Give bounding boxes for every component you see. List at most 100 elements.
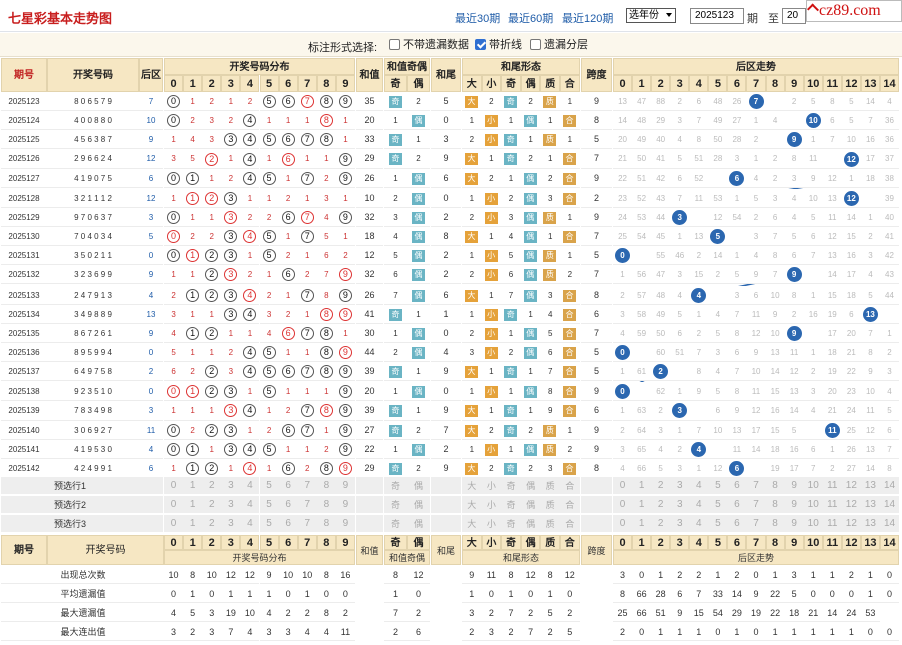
preselect-tail-form[interactable]: 合 bbox=[560, 515, 580, 533]
preselect-back-digit[interactable]: 8 bbox=[765, 477, 785, 495]
preselect-even[interactable]: 偶 bbox=[407, 477, 430, 495]
preselect-back[interactable] bbox=[139, 515, 163, 533]
preselect-back[interactable] bbox=[139, 496, 163, 514]
preselect-digit[interactable]: 0 bbox=[164, 477, 184, 495]
preselect-back-digit[interactable]: 13 bbox=[860, 496, 880, 514]
recent-120-link[interactable]: 最近120期 bbox=[562, 13, 614, 25]
preselect-digit[interactable]: 6 bbox=[278, 477, 298, 495]
preselect-digit[interactable]: 7 bbox=[297, 477, 317, 495]
preselect-digit[interactable]: 9 bbox=[335, 515, 355, 533]
preselect-back-digit[interactable]: 3 bbox=[670, 496, 690, 514]
preselect-even[interactable]: 偶 bbox=[407, 515, 430, 533]
preselect-tail-form[interactable]: 小 bbox=[481, 515, 502, 533]
preselect-back-digit[interactable]: 8 bbox=[765, 496, 785, 514]
preselect-back-digit[interactable]: 10 bbox=[803, 477, 823, 495]
preselect-back-digit[interactable]: 6 bbox=[727, 515, 747, 533]
preselect-digit[interactable]: 3 bbox=[221, 515, 241, 533]
preselect-back-digit[interactable]: 5 bbox=[708, 477, 728, 495]
preselect-tail-form[interactable]: 奇 bbox=[501, 477, 521, 495]
preselect-back-digit[interactable]: 2 bbox=[651, 496, 671, 514]
preselect-digit[interactable]: 4 bbox=[240, 515, 260, 533]
preselect-digit[interactable]: 9 bbox=[335, 477, 355, 495]
preselect-tail-form[interactable]: 大 bbox=[462, 496, 482, 514]
preselect-digit[interactable]: 2 bbox=[202, 515, 222, 533]
preselect-tail-form[interactable]: 奇 bbox=[501, 515, 521, 533]
preselect-back-digit[interactable]: 7 bbox=[746, 477, 766, 495]
year-select[interactable]: 选年份 bbox=[626, 8, 676, 23]
preselect-back-digit[interactable]: 9 bbox=[784, 496, 804, 514]
preselect-digit[interactable]: 4 bbox=[240, 496, 260, 514]
preselect-back-digit[interactable]: 9 bbox=[784, 477, 804, 495]
preselect-back-digit[interactable]: 10 bbox=[803, 496, 823, 514]
preselect-digit[interactable]: 0 bbox=[164, 496, 184, 514]
preselect-digit[interactable]: 6 bbox=[278, 496, 298, 514]
preselect-back-digit[interactable]: 1 bbox=[632, 477, 652, 495]
preselect-tail-form[interactable]: 偶 bbox=[520, 477, 541, 495]
preselect-back-digit[interactable]: 11 bbox=[822, 496, 842, 514]
preselect-digit[interactable]: 1 bbox=[183, 496, 203, 514]
no-miss-checkbox[interactable]: 不带遗漏数据 bbox=[389, 39, 469, 51]
preselect-tail-form[interactable]: 大 bbox=[462, 477, 482, 495]
preselect-back-digit[interactable]: 8 bbox=[765, 515, 785, 533]
preselect-back-digit[interactable]: 4 bbox=[689, 515, 709, 533]
preselect-even[interactable]: 偶 bbox=[407, 496, 430, 514]
preselect-digit[interactable]: 5 bbox=[259, 515, 279, 533]
preselect-back-digit[interactable]: 7 bbox=[746, 515, 766, 533]
to-issue-input[interactable]: 20 bbox=[782, 8, 806, 24]
preselect-odd[interactable]: 奇 bbox=[384, 477, 407, 495]
preselect-digit[interactable]: 8 bbox=[316, 496, 336, 514]
preselect-back-digit[interactable]: 1 bbox=[632, 496, 652, 514]
preselect-back-digit[interactable]: 5 bbox=[708, 496, 728, 514]
preselect-back-digit[interactable]: 0 bbox=[613, 515, 633, 533]
preselect-digit[interactable]: 9 bbox=[335, 496, 355, 514]
preselect-tail-form[interactable]: 合 bbox=[560, 477, 580, 495]
preselect-tail-form[interactable]: 小 bbox=[481, 477, 502, 495]
issue-header[interactable]: 期号 bbox=[1, 58, 47, 92]
recent-30-link[interactable]: 最近30期 bbox=[455, 13, 501, 25]
preselect-tail-form[interactable]: 质 bbox=[540, 496, 560, 514]
preselect-back-digit[interactable]: 13 bbox=[860, 515, 880, 533]
preselect-back-digit[interactable]: 12 bbox=[841, 496, 861, 514]
preselect-back-digit[interactable]: 4 bbox=[689, 477, 709, 495]
preselect-digit[interactable]: 2 bbox=[202, 477, 222, 495]
preselect-digit[interactable]: 1 bbox=[183, 515, 203, 533]
preselect-back-digit[interactable]: 14 bbox=[879, 496, 900, 514]
preselect-back-digit[interactable]: 9 bbox=[784, 515, 804, 533]
preselect-digit[interactable]: 7 bbox=[297, 496, 317, 514]
preselect-back-digit[interactable]: 0 bbox=[613, 496, 633, 514]
preselect-back-digit[interactable]: 7 bbox=[746, 496, 766, 514]
preselect-back-digit[interactable]: 12 bbox=[841, 515, 861, 533]
polyline-checkbox[interactable]: 带折线 bbox=[475, 39, 522, 51]
preselect-back-digit[interactable]: 6 bbox=[727, 477, 747, 495]
preselect-digit[interactable]: 5 bbox=[259, 496, 279, 514]
preselect-digit[interactable]: 8 bbox=[316, 515, 336, 533]
preselect-digit[interactable]: 0 bbox=[164, 515, 184, 533]
preselect-odd[interactable]: 奇 bbox=[384, 515, 407, 533]
preselect-tail-form[interactable]: 偶 bbox=[520, 515, 541, 533]
preselect-back-digit[interactable]: 3 bbox=[670, 515, 690, 533]
preselect-tail-form[interactable]: 质 bbox=[540, 477, 560, 495]
preselect-tail-form[interactable]: 小 bbox=[481, 496, 502, 514]
preselect-digit[interactable]: 1 bbox=[183, 477, 203, 495]
preselect-back-digit[interactable]: 12 bbox=[841, 477, 861, 495]
preselect-back-digit[interactable]: 13 bbox=[860, 477, 880, 495]
preselect-digit[interactable]: 8 bbox=[316, 477, 336, 495]
preselect-digit[interactable]: 4 bbox=[240, 477, 260, 495]
preselect-digit[interactable]: 7 bbox=[297, 515, 317, 533]
preselect-back-digit[interactable]: 3 bbox=[670, 477, 690, 495]
preselect-back-digit[interactable]: 11 bbox=[822, 477, 842, 495]
preselect-tail-form[interactable]: 合 bbox=[560, 496, 580, 514]
preselect-tail-form[interactable]: 奇 bbox=[501, 496, 521, 514]
preselect-back-digit[interactable]: 0 bbox=[613, 477, 633, 495]
preselect-back-digit[interactable]: 6 bbox=[727, 496, 747, 514]
preselect-back-digit[interactable]: 2 bbox=[651, 477, 671, 495]
preselect-back-digit[interactable]: 5 bbox=[708, 515, 728, 533]
recent-60-link[interactable]: 最近60期 bbox=[508, 13, 554, 25]
preselect-digit[interactable]: 3 bbox=[221, 496, 241, 514]
preselect-digit[interactable]: 6 bbox=[278, 515, 298, 533]
preselect-back-digit[interactable]: 14 bbox=[879, 477, 900, 495]
preselect-back-digit[interactable]: 4 bbox=[689, 496, 709, 514]
preselect-back-digit[interactable]: 10 bbox=[803, 515, 823, 533]
preselect-odd[interactable]: 奇 bbox=[384, 496, 407, 514]
miss-layer-checkbox[interactable]: 遗漏分层 bbox=[530, 39, 588, 51]
